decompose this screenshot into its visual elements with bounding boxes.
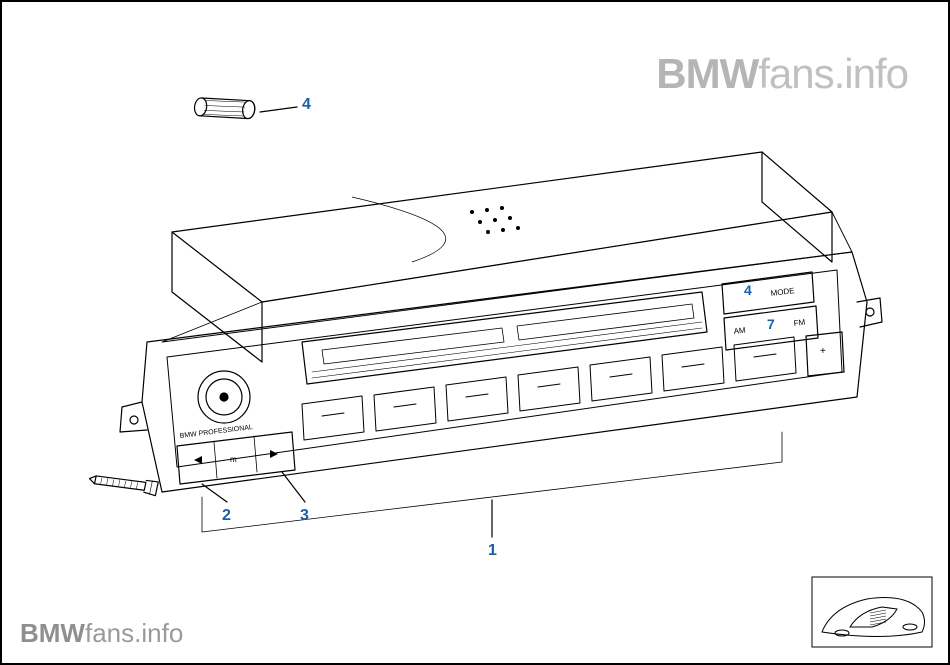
diagram-stage: BMWfans.info BMWfans.info — [0, 0, 950, 665]
radio-diagram: m + — [2, 2, 950, 665]
callout-1[interactable]: 1 — [488, 542, 497, 560]
am-button-label: AM — [733, 326, 746, 336]
callout-4-mode[interactable]: 4 — [744, 282, 752, 298]
callout-2[interactable]: 2 — [222, 507, 231, 525]
callout-4-top[interactable]: 4 — [302, 96, 311, 114]
callout-3[interactable]: 3 — [300, 507, 309, 525]
fm-button-label: FM — [793, 318, 806, 328]
callout-7[interactable]: 7 — [767, 316, 775, 332]
svg-text:m: m — [230, 455, 237, 464]
mode-button-label: MODE — [770, 286, 795, 298]
svg-text:+: + — [820, 346, 826, 357]
